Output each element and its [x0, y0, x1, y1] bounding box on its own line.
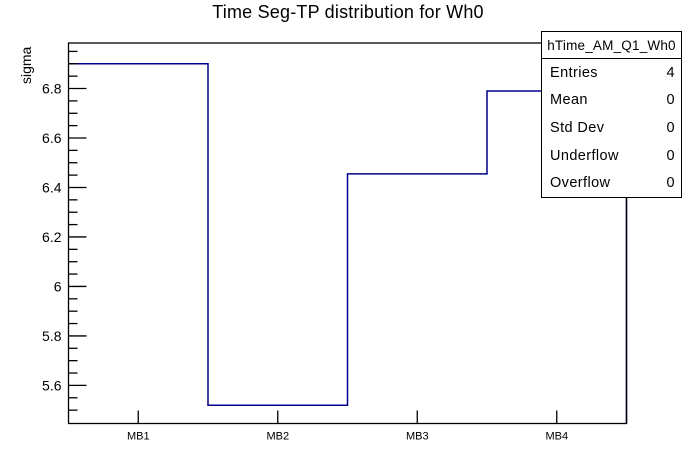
chart-title: Time Seg-TP distribution for Wh0: [212, 2, 484, 22]
stat-label: Underflow: [550, 147, 619, 164]
stats-row-mean: Mean 0: [542, 87, 681, 115]
y-tick-label: 5.6: [42, 377, 62, 393]
stats-row-entries: Entries 4: [542, 59, 681, 87]
stat-value: 0: [666, 175, 675, 192]
y-tick-label: 6.8: [42, 81, 62, 97]
x-tick-label: MB1: [127, 431, 150, 443]
stat-value: 0: [666, 119, 675, 136]
y-tick-label: 6: [54, 278, 62, 294]
stat-value: 0: [666, 147, 675, 164]
x-tick-label: MB3: [406, 431, 429, 443]
stat-label: Mean: [550, 92, 588, 109]
stats-box: hTime_AM_Q1_Wh0 Entries 4 Mean 0 Std Dev…: [541, 31, 682, 198]
stats-box-title: hTime_AM_Q1_Wh0: [542, 32, 681, 59]
stat-value: 0: [666, 92, 675, 109]
x-tick-label: MB2: [266, 431, 289, 443]
stats-row-stddev: Std Dev 0: [542, 114, 681, 142]
stats-row-overflow: Overflow 0: [542, 169, 681, 197]
y-tick-label: 5.8: [42, 328, 62, 344]
stats-row-underflow: Underflow 0: [542, 142, 681, 170]
plot-frame: [67, 42, 628, 425]
x-tick-label: MB4: [545, 431, 568, 443]
stat-value: 4: [666, 64, 675, 81]
y-tick-label: 6.4: [42, 179, 62, 195]
stat-label: Entries: [550, 64, 598, 81]
stat-label: Overflow: [550, 175, 611, 192]
y-tick-label: 6.2: [42, 229, 62, 245]
y-tick-label: 6.6: [42, 130, 62, 146]
stat-label: Std Dev: [550, 119, 605, 136]
